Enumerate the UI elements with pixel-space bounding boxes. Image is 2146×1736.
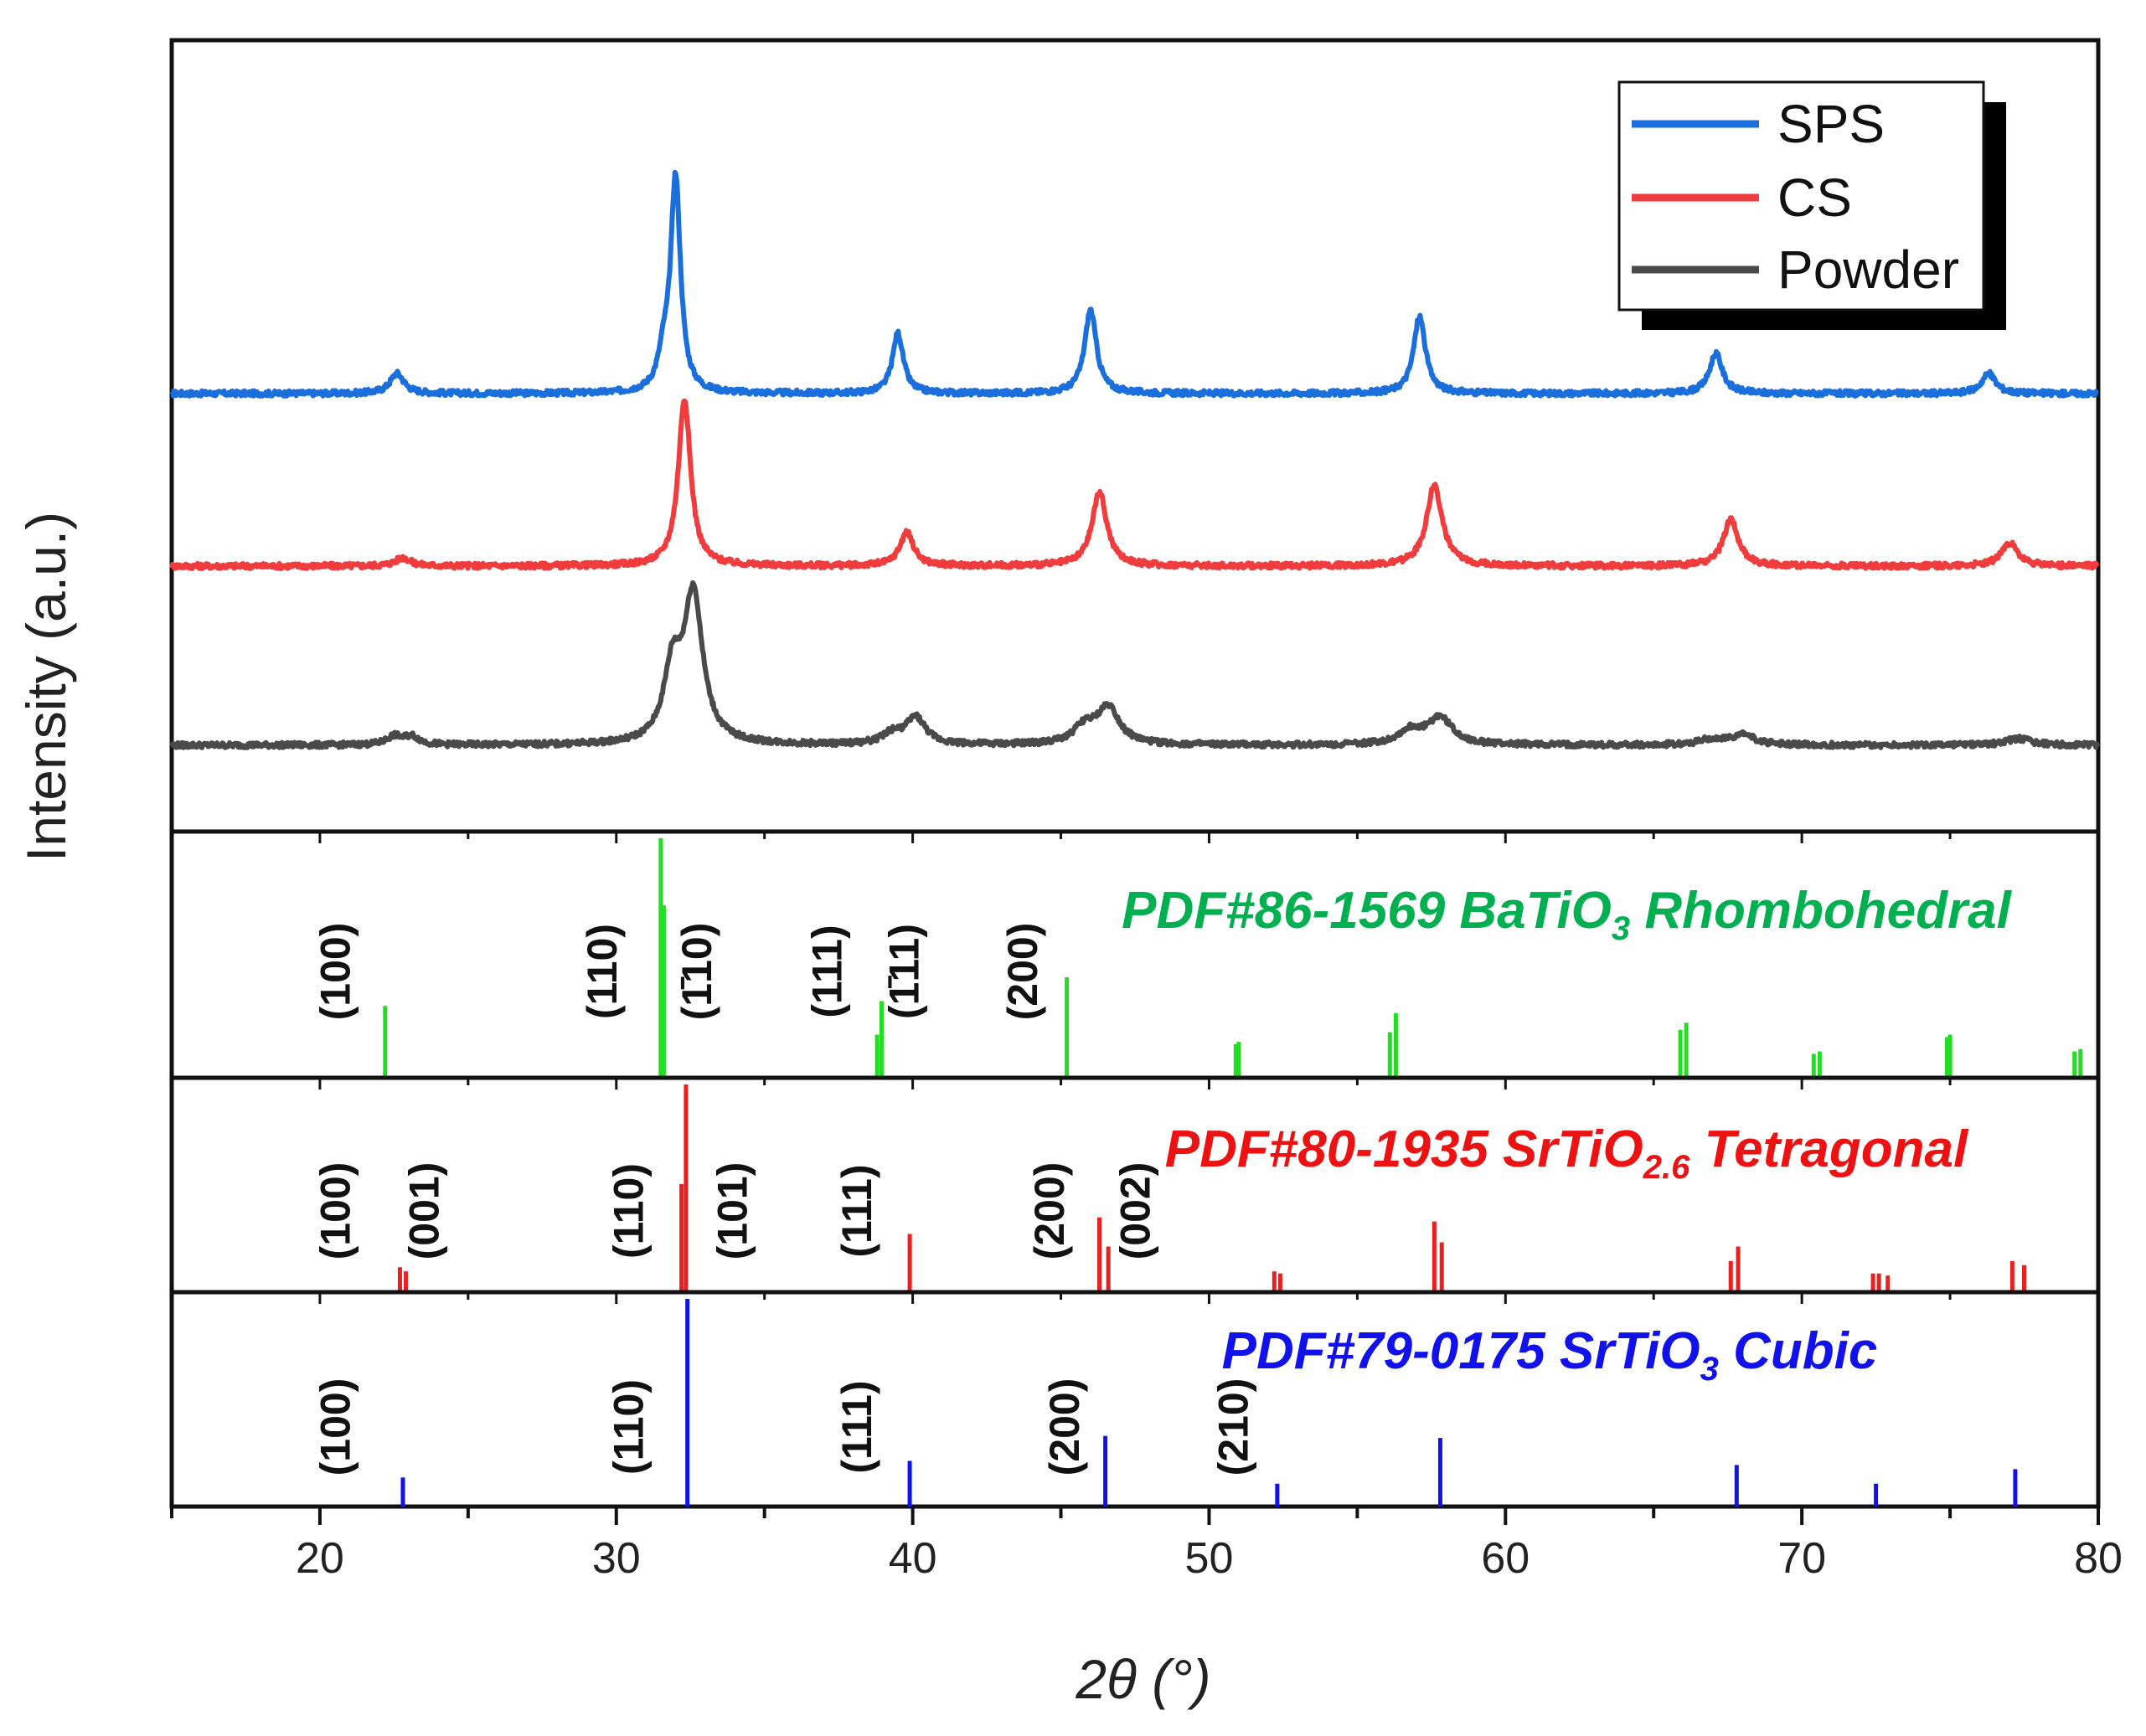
diffraction-series	[169, 169, 2101, 750]
hkl-label: (200)	[1026, 1162, 1073, 1260]
legend-label-sps: SPS	[1777, 94, 1885, 154]
hkl-label: (101)	[709, 1162, 756, 1260]
reference-label: PDF#86-1569 BaTiO3 Rhombohedral	[1122, 882, 2012, 947]
hkl-label: (001)	[401, 1162, 448, 1260]
hkl-label: (100)	[312, 1162, 359, 1260]
x-tick-label: 20	[296, 1534, 344, 1583]
x-tick-label: 70	[1777, 1534, 1826, 1583]
y-axis-title: Intensity (a.u.)	[15, 512, 77, 862]
x-tick-label: 80	[2074, 1534, 2123, 1583]
reference-panels: (100) (110) (1̄10) (111) (1̄11) (200) PDF#86-1…	[169, 829, 2101, 1509]
series-powder-line	[169, 580, 2101, 750]
x-axis: 20 30 40 50 60 70 80	[170, 832, 2123, 1583]
hkl-label: (210)	[1210, 1378, 1257, 1476]
reference-panel-frame	[169, 1290, 2101, 1509]
hkl-label: (1̄11)	[881, 924, 928, 1019]
diffraction-panel: SPS CS Powder	[169, 38, 2101, 834]
series-cs-line	[169, 398, 2100, 572]
hkl-label: (111)	[833, 1164, 880, 1257]
hkl-label: (110)	[579, 924, 626, 1019]
hkl-label: (100)	[312, 923, 359, 1021]
hkl-label: (200)	[999, 923, 1046, 1021]
hkl-label: (1̄10)	[673, 923, 720, 1021]
legend-label-powder: Powder	[1777, 240, 1959, 300]
hkl-label: (100)	[312, 1378, 359, 1476]
series-sps-line	[170, 169, 2100, 399]
hkl-label: (200)	[1041, 1378, 1088, 1476]
x-tick-label: 30	[592, 1534, 641, 1583]
x-axis-title: 2θ (°)	[1075, 1648, 1210, 1710]
legend: SPS CS Powder	[1617, 80, 2006, 330]
hkl-label: (111)	[804, 925, 851, 1017]
x-tick-label: 50	[1185, 1534, 1234, 1583]
hkl-label: (110)	[606, 1163, 653, 1259]
hkl-label: (002)	[1112, 1162, 1159, 1260]
reference-label: PDF#80-1935 SrTiO2.6 Tetragonal	[1165, 1120, 1969, 1186]
hkl-label: (110)	[606, 1379, 653, 1475]
reference-panel-2: (100) (001) (110) (101) (111) (200) (002)PDF#8…	[169, 1075, 2101, 1295]
hkl-label: (111)	[833, 1380, 880, 1473]
reference-panel-1: (100) (110) (1̄10) (111) (1̄11) (200) PDF#86-1…	[169, 829, 2101, 1080]
reference-panel-frame	[169, 829, 2101, 1080]
reference-label: PDF#79-0175 SrTiO3 Cubic	[1222, 1322, 1878, 1388]
reference-panel-3: (100) (110) (111) (200) (210)PDF#79-0175 SrT…	[169, 1290, 2101, 1509]
x-tick-label: 60	[1481, 1534, 1530, 1583]
x-tick-label: 40	[889, 1534, 937, 1583]
legend-label-cs: CS	[1777, 167, 1852, 228]
